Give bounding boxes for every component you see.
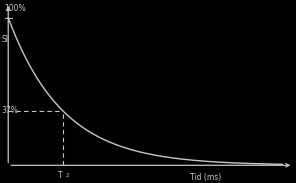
Text: 100%: 100%: [4, 4, 25, 13]
Text: 37%: 37%: [1, 107, 18, 115]
Text: 2: 2: [66, 173, 69, 178]
Text: SI: SI: [2, 35, 9, 44]
Text: T: T: [58, 171, 63, 180]
Text: Tid (ms): Tid (ms): [190, 173, 221, 182]
